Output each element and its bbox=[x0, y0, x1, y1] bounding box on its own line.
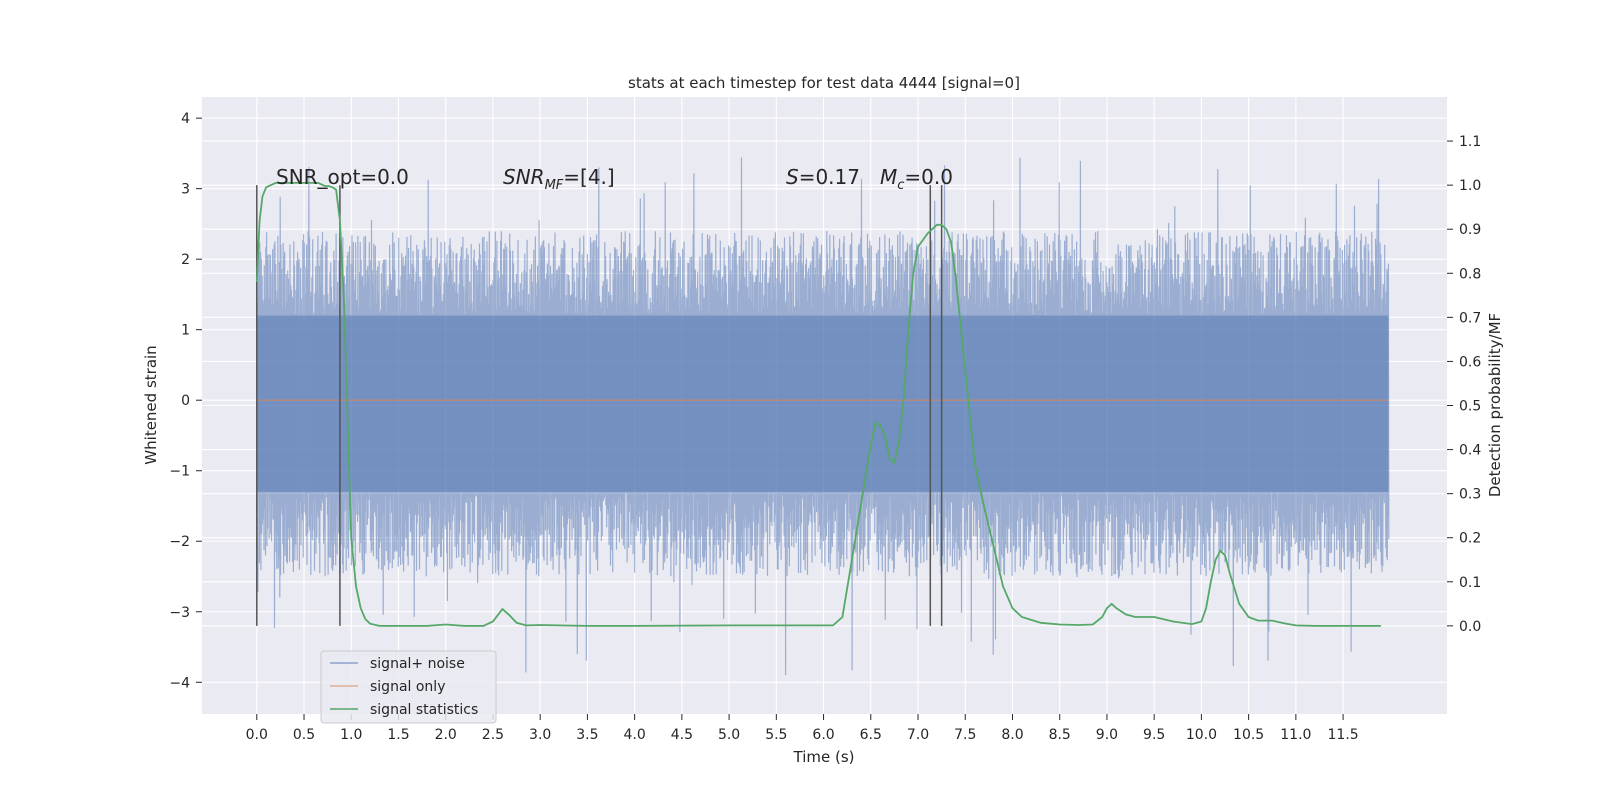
statistics-line bbox=[255, 181, 1381, 627]
x-tick-label: 8.5 bbox=[1049, 727, 1071, 743]
y2-tick-label: 0.2 bbox=[1459, 531, 1481, 547]
annotation-s: S=0.17 bbox=[786, 165, 860, 189]
x-tick-label: 7.5 bbox=[954, 727, 976, 743]
x-tick-label: 11.5 bbox=[1328, 727, 1359, 743]
x-axis-ticks: 0.0 0.5 1.0 1.5 2.0 2.5 3.0 3.5 4.0 4.5 5.0 5.5 6.0 6… bbox=[246, 714, 1359, 743]
y-tick-label: −4 bbox=[169, 675, 190, 691]
x-tick-label: 1.5 bbox=[387, 727, 409, 743]
y2-tick-label: 0.4 bbox=[1459, 443, 1481, 459]
x-tick-label: 6.5 bbox=[860, 727, 882, 743]
y2-tick-label: 1.1 bbox=[1459, 134, 1481, 150]
y-tick-label: −3 bbox=[169, 605, 190, 621]
x-tick-label: 8.0 bbox=[1001, 727, 1023, 743]
legend-box bbox=[320, 650, 497, 724]
x-tick-label: 3.5 bbox=[576, 727, 598, 743]
x-tick-label: 3.0 bbox=[529, 727, 551, 743]
chart-title: stats at each timestep for test data 444… bbox=[628, 74, 1020, 92]
y-tick-label: 3 bbox=[181, 182, 190, 198]
y2-tick-label: 0.9 bbox=[1459, 222, 1481, 238]
x-tick-label: 4.0 bbox=[623, 727, 645, 743]
x-axis-label: Time (s) bbox=[793, 748, 855, 766]
y2-tick-label: 0.6 bbox=[1459, 354, 1481, 370]
y-axis-ticks: −4 −3 −2 −1 0 1 2 3 4 bbox=[169, 111, 202, 691]
x-tick-label: 9.5 bbox=[1143, 727, 1165, 743]
x-tick-label: 0.0 bbox=[246, 727, 268, 743]
statistics-series bbox=[255, 181, 1381, 627]
x-tick-label: 4.5 bbox=[671, 727, 693, 743]
noise-series bbox=[256, 157, 1390, 676]
y2-tick-label: 0.5 bbox=[1459, 399, 1481, 415]
x-tick-label: 5.0 bbox=[718, 727, 740, 743]
y2-tick-label: 0.0 bbox=[1459, 619, 1481, 635]
legend-label-statistics: signal statistics bbox=[370, 702, 478, 718]
x-tick-label: 5.5 bbox=[765, 727, 787, 743]
y-tick-label: 4 bbox=[181, 111, 190, 127]
x-tick-label: 2.5 bbox=[482, 727, 504, 743]
y-tick-label: 1 bbox=[181, 323, 190, 339]
y2-tick-label: 0.3 bbox=[1459, 487, 1481, 503]
x-tick-label: 10.5 bbox=[1233, 727, 1264, 743]
y-axis-label: Whitened strain bbox=[142, 345, 160, 464]
y-tick-label: 0 bbox=[181, 393, 190, 409]
x-tick-label: 9.0 bbox=[1096, 727, 1118, 743]
y2-tick-label: 0.7 bbox=[1459, 310, 1481, 326]
annotation-mc: Mc=0.0 bbox=[880, 165, 953, 193]
y2-tick-label: 0.1 bbox=[1459, 575, 1481, 591]
legend-label-signal: signal only bbox=[370, 679, 445, 695]
y2-axis-ticks: 0.0 0.1 0.2 0.3 0.4 0.5 0.6 0.7 0.8 0.9 1.0 1.1 bbox=[1447, 134, 1481, 635]
x-tick-label: 7.0 bbox=[907, 727, 929, 743]
annotation-snr-opt: SNR_opt=0.0 bbox=[276, 165, 409, 189]
x-tick-label: 11.0 bbox=[1280, 727, 1311, 743]
noise-trace bbox=[256, 157, 1390, 676]
legend-label-noise: signal+ noise bbox=[370, 656, 465, 672]
y-tick-label: 2 bbox=[181, 252, 190, 268]
y2-axis-label: Detection probability/MF bbox=[1486, 313, 1504, 497]
y2-tick-label: 1.0 bbox=[1459, 178, 1481, 194]
y2-tick-label: 0.8 bbox=[1459, 266, 1481, 282]
y-tick-label: −2 bbox=[169, 534, 190, 550]
x-tick-label: 0.5 bbox=[293, 727, 315, 743]
x-tick-label: 10.0 bbox=[1186, 727, 1217, 743]
vertical-markers bbox=[256, 185, 943, 626]
legend: signal+ noise signal only signal statist… bbox=[320, 650, 497, 724]
x-tick-label: 2.0 bbox=[435, 727, 457, 743]
x-tick-label: 1.0 bbox=[340, 727, 362, 743]
y-tick-label: −1 bbox=[169, 464, 190, 480]
annotation-snr-mf: SNRMF=[4.] bbox=[503, 165, 615, 193]
x-tick-label: 6.0 bbox=[812, 727, 834, 743]
